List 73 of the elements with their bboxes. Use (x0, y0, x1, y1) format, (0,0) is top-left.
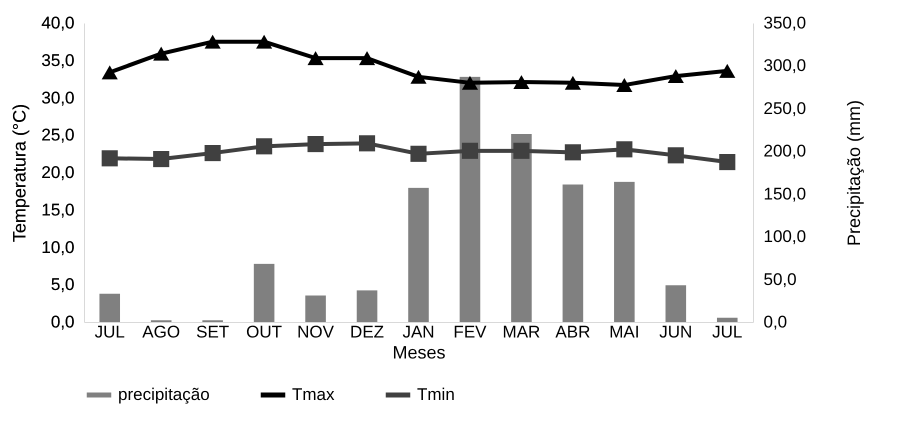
y2-tick-label: 300,0 (764, 56, 806, 76)
legend-label: precipitação (118, 385, 210, 404)
point (102, 150, 118, 166)
point (358, 51, 376, 66)
y-tick-label: 35,0 (41, 50, 74, 70)
point (616, 141, 632, 158)
bar (511, 134, 532, 322)
bar (460, 76, 480, 322)
point (410, 70, 427, 84)
bar (666, 285, 686, 322)
x-tick-label: FEV (453, 322, 488, 342)
legend-label: Tmin (417, 385, 455, 404)
x-tick-label: JUL (712, 322, 742, 342)
bar (254, 264, 274, 322)
point (616, 78, 632, 92)
point (719, 64, 736, 78)
point (462, 142, 478, 159)
point (153, 46, 170, 61)
bar (356, 290, 378, 322)
bar (408, 188, 429, 322)
point (564, 144, 581, 160)
point (462, 76, 478, 90)
y-tick-label: 40,0 (41, 14, 74, 32)
y2-tick-label: 0,0 (764, 312, 788, 332)
point (308, 136, 324, 152)
x-tick-label: SET (196, 322, 230, 342)
point (102, 65, 118, 80)
y-tick-label: 0,0 (50, 312, 74, 332)
x-tick-label: OUT (246, 322, 282, 342)
point (256, 138, 272, 154)
y-tick-label: 15,0 (41, 200, 74, 220)
y-tick-label: 30,0 (41, 88, 74, 108)
y2-tick-label: 150,0 (764, 184, 806, 204)
point (719, 154, 736, 170)
x-tick-label: JAN (402, 322, 435, 342)
x-tick-label: JUN (659, 322, 692, 342)
y-axis-title: Temperatura (°C) (9, 104, 30, 242)
x-axis-title: Meses (392, 342, 446, 362)
point (204, 34, 221, 49)
x-tick-label: AGO (142, 322, 180, 342)
point (668, 147, 684, 164)
bar (99, 294, 120, 322)
point (564, 76, 581, 90)
y-tick-label: 25,0 (41, 126, 74, 145)
x-tick-label: NOV (297, 322, 335, 342)
bar (716, 318, 738, 322)
bar (562, 184, 584, 322)
y2-tick-label: 250,0 (764, 98, 806, 118)
point (256, 34, 272, 49)
y-tick-label: 5,0 (50, 275, 74, 294)
y-tick-label: 20,0 (41, 163, 74, 182)
point (153, 150, 170, 168)
point (410, 146, 427, 162)
point (513, 142, 530, 159)
x-tick-label: DEZ (350, 322, 384, 342)
bar (614, 182, 635, 322)
point (513, 75, 530, 90)
point (308, 51, 324, 66)
point (358, 135, 376, 152)
x-tick-label: MAR (502, 322, 540, 342)
bar (305, 296, 326, 322)
x-tick-label: ABR (555, 322, 590, 342)
point (668, 69, 684, 84)
y2-tick-label: 350,0 (764, 14, 806, 32)
y2-tick-label: 50,0 (764, 270, 797, 289)
legend-label: Tmax (292, 385, 335, 404)
y2-axis-title: Precipitação (mm) (844, 100, 864, 246)
x-tick-label: MAI (609, 322, 640, 342)
y-tick-label: 10,0 (41, 238, 74, 257)
y2-tick-label: 200,0 (764, 142, 806, 161)
y2-tick-label: 100,0 (764, 227, 806, 246)
point (204, 145, 221, 162)
x-tick-label: JUL (94, 322, 125, 342)
